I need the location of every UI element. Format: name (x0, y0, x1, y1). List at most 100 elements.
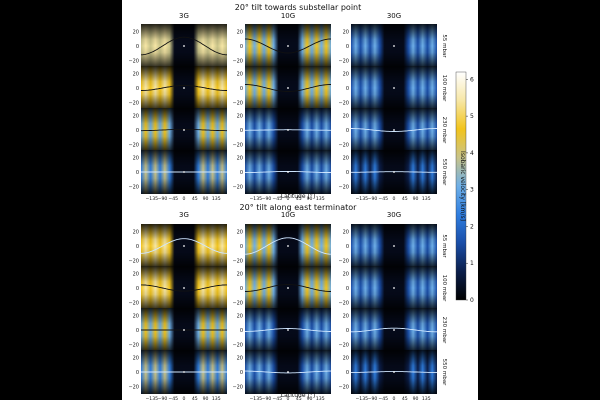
substellar-point-marker (393, 45, 395, 47)
x-tick-label: 45 (402, 396, 408, 400)
pressure-label: 550 mbar (441, 359, 447, 386)
y-tick-label: −20 (338, 59, 349, 65)
column-header-10g: 10G (281, 12, 295, 20)
pressure-label: 55 mbar (441, 34, 447, 58)
y-tick-label: 20 (343, 29, 349, 35)
y-tick-label: −20 (232, 343, 243, 349)
x-tick-label: 0 (393, 196, 396, 202)
y-tick-label: 0 (136, 286, 139, 292)
substellar-point-marker (287, 129, 289, 131)
x-tick-label: −135 (355, 396, 368, 400)
substellar-point-marker (287, 287, 289, 289)
y-tick-label: −20 (128, 301, 139, 307)
y-tick-label: 0 (346, 244, 349, 250)
substellar-point-marker (393, 287, 395, 289)
y-tick-label: −20 (338, 101, 349, 107)
y-tick-label: 20 (237, 229, 243, 235)
y-tick-label: −20 (232, 259, 243, 265)
substellar-point-marker (183, 287, 185, 289)
substellar-point-marker (393, 329, 395, 331)
substellar-point-marker (287, 245, 289, 247)
y-tick-label: 20 (237, 29, 243, 35)
y-tick-label: 0 (136, 328, 139, 334)
colorbar-tick-label: 3 (470, 187, 474, 194)
y-tick-label: 20 (133, 155, 139, 161)
substellar-point-marker (393, 129, 395, 131)
pressure-label: 230 mbar (441, 317, 447, 344)
jet-line (245, 84, 331, 92)
y-tick-label: 0 (240, 44, 243, 50)
pressure-label: 230 mbar (441, 117, 447, 144)
y-tick-label: −20 (232, 185, 243, 191)
y-tick-label: 0 (346, 328, 349, 334)
jet-line (141, 85, 227, 91)
y-tick-label: 0 (240, 370, 243, 376)
colorbar-tick-label: 6 (470, 76, 474, 83)
x-tick-label: 90 (203, 196, 209, 202)
x-tick-label: −90 (368, 396, 378, 400)
x-tick-label: 45 (296, 396, 302, 400)
y-tick-label: 20 (133, 113, 139, 119)
y-tick-label: 0 (136, 170, 139, 176)
y-tick-label: −20 (232, 101, 243, 107)
x-tick-label: −90 (158, 196, 168, 202)
group-title-1: 20° tilt towards substellar point (235, 3, 362, 12)
y-tick-label: −20 (128, 143, 139, 149)
x-tick-label: 45 (192, 396, 198, 400)
y-tick-label: 20 (133, 29, 139, 35)
y-tick-label: 20 (237, 113, 243, 119)
column-header-30g: 30G (387, 12, 401, 20)
x-tick-label: 135 (422, 196, 431, 202)
y-tick-label: 20 (237, 71, 243, 77)
substellar-point-marker (393, 371, 395, 373)
y-tick-label: 20 (133, 355, 139, 361)
x-tick-label: 0 (287, 196, 290, 202)
substellar-point-marker (183, 371, 185, 373)
x-tick-label: 45 (402, 196, 408, 202)
y-tick-label: −20 (128, 185, 139, 191)
colorbar-label: Isobaric velocity [km/s] (459, 151, 466, 221)
substellar-point-marker (287, 87, 289, 89)
y-tick-label: 20 (237, 313, 243, 319)
y-tick-label: 0 (346, 44, 349, 50)
x-tick-label: −90 (262, 396, 272, 400)
y-tick-label: −20 (128, 259, 139, 265)
y-tick-label: −20 (232, 385, 243, 391)
x-tick-label: −45 (168, 396, 178, 400)
substellar-point-marker (183, 129, 185, 131)
y-tick-label: −20 (232, 59, 243, 65)
y-tick-label: 0 (240, 86, 243, 92)
y-tick-label: 20 (237, 355, 243, 361)
pressure-label: 100 mbar (441, 75, 447, 102)
substellar-point-marker (287, 45, 289, 47)
pressure-label: 100 mbar (441, 275, 447, 302)
jet-line (141, 284, 227, 292)
substellar-point-marker (183, 87, 185, 89)
jet-line (245, 237, 331, 255)
x-tick-label: −45 (272, 196, 282, 202)
substellar-point-marker (287, 329, 289, 331)
pressure-label: 55 mbar (441, 234, 447, 258)
substellar-point-marker (183, 245, 185, 247)
y-tick-label: −20 (128, 59, 139, 65)
x-axis-label: Latitude [°] (281, 193, 315, 200)
y-tick-label: 0 (136, 128, 139, 134)
y-tick-label: 0 (240, 286, 243, 292)
x-tick-label: −90 (158, 396, 168, 400)
y-tick-label: 0 (346, 370, 349, 376)
x-tick-label: 90 (307, 396, 313, 400)
y-tick-label: −20 (128, 385, 139, 391)
colorbar-tick-label: 1 (470, 260, 474, 267)
y-tick-label: −20 (338, 301, 349, 307)
colorbar-tick-label: 2 (470, 223, 474, 230)
y-tick-label: 0 (346, 170, 349, 176)
substellar-point-marker (393, 171, 395, 173)
y-tick-label: −20 (338, 185, 349, 191)
colorbar-tick-label: 0 (470, 297, 474, 304)
jet-line (351, 327, 437, 333)
x-tick-label: −135 (145, 196, 158, 202)
x-tick-label: 90 (307, 196, 313, 202)
column-header-3g: 3G (179, 211, 189, 219)
substellar-point-marker (183, 171, 185, 173)
